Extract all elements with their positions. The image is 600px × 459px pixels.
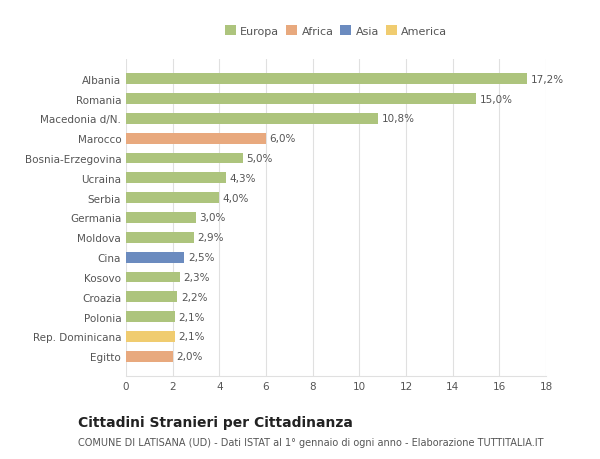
Text: 17,2%: 17,2% xyxy=(531,74,564,84)
Text: 2,1%: 2,1% xyxy=(179,332,205,342)
Text: 4,0%: 4,0% xyxy=(223,193,249,203)
Text: 2,0%: 2,0% xyxy=(176,352,203,362)
Bar xyxy=(126,292,178,302)
Text: 5,0%: 5,0% xyxy=(246,154,272,164)
Text: 3,0%: 3,0% xyxy=(199,213,226,223)
Text: 2,2%: 2,2% xyxy=(181,292,208,302)
Bar xyxy=(126,74,527,85)
Text: 2,3%: 2,3% xyxy=(183,272,209,282)
Legend: Europa, Africa, Asia, America: Europa, Africa, Asia, America xyxy=(223,24,449,39)
Bar xyxy=(126,272,179,283)
Text: 2,9%: 2,9% xyxy=(197,233,224,243)
Text: 10,8%: 10,8% xyxy=(382,114,415,124)
Bar xyxy=(126,94,476,105)
Text: 15,0%: 15,0% xyxy=(479,94,512,104)
Bar xyxy=(126,193,220,204)
Text: 6,0%: 6,0% xyxy=(269,134,296,144)
Bar xyxy=(126,312,175,322)
Text: Cittadini Stranieri per Cittadinanza: Cittadini Stranieri per Cittadinanza xyxy=(78,415,353,429)
Bar xyxy=(126,134,266,144)
Bar xyxy=(126,252,184,263)
Bar xyxy=(126,213,196,224)
Text: 2,1%: 2,1% xyxy=(179,312,205,322)
Text: 2,5%: 2,5% xyxy=(188,252,214,263)
Text: 4,3%: 4,3% xyxy=(230,174,256,184)
Text: COMUNE DI LATISANA (UD) - Dati ISTAT al 1° gennaio di ogni anno - Elaborazione T: COMUNE DI LATISANA (UD) - Dati ISTAT al … xyxy=(78,437,544,447)
Bar xyxy=(126,331,175,342)
Bar xyxy=(126,351,173,362)
Bar xyxy=(126,232,194,243)
Bar xyxy=(126,114,378,124)
Bar xyxy=(126,173,226,184)
Bar xyxy=(126,153,242,164)
